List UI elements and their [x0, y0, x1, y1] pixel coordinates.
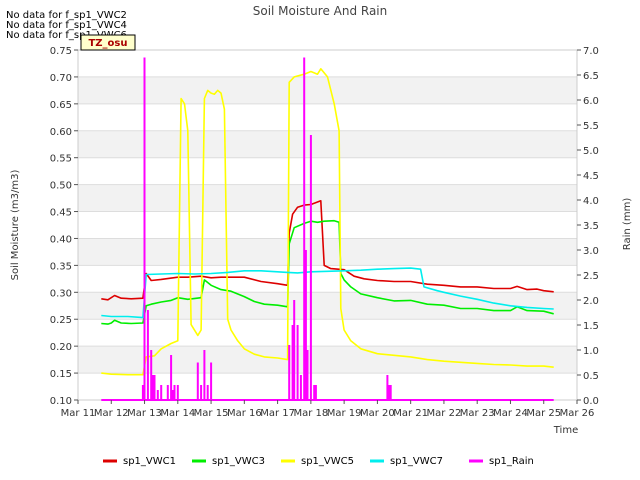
plot-band: [78, 184, 577, 212]
x-tick-label: Mar 16: [227, 408, 262, 419]
y2-tick-label: 4.5: [583, 171, 599, 182]
y2-tick-label: 6.0: [583, 96, 599, 107]
chart-title: Soil Moisture And Rain: [253, 4, 388, 18]
x-tick-label: Mar 14: [160, 408, 195, 419]
series-sp1-vwc5: [101, 68, 554, 376]
y-tick-label: 0.15: [50, 369, 72, 380]
legend-label-sp1-vwc1: sp1_VWC1: [123, 456, 176, 467]
legend-label-sp1-rain: sp1_Rain: [489, 456, 534, 467]
y-tick-label: 0.35: [50, 261, 72, 272]
series-sp1-rain: [141, 57, 392, 401]
legend: sp1_VWC1 sp1_VWC3 sp1_VWC5 sp1_VWC7 sp1_Rain: [103, 456, 534, 467]
x-tick-label: Mar 19: [327, 408, 362, 419]
site-badge-box: [80, 34, 136, 51]
series-sp1-vwc7: [101, 267, 554, 319]
x-tick-label: Mar 12: [94, 408, 129, 419]
y-tick-label: 0.25: [50, 315, 72, 326]
x-tick-label: Mar 11: [61, 408, 96, 419]
y-tick-label: 0.60: [50, 127, 72, 138]
legend-label-sp1-vwc5: sp1_VWC5: [301, 456, 354, 467]
no-data-note: No data for f_sp1_VWC6: [6, 30, 127, 41]
y-axis-ticks: 0.10 0.15 0.20 0.25 0.30 0.35 0.40 0.45 0.50 0.55…: [50, 46, 78, 407]
y-tick-label: 0.65: [50, 100, 72, 111]
x-tick-label: Mar 22: [427, 408, 462, 419]
y-tick-label: 0.45: [50, 208, 72, 219]
y-tick-label: 0.70: [50, 73, 72, 84]
y-tick-label: 0.20: [50, 342, 72, 353]
x-tick-label: Mar 21: [393, 408, 428, 419]
plot-bands: [78, 76, 577, 374]
x-tick-label: Mar 13: [127, 408, 162, 419]
y2-tick-label: 3.5: [583, 221, 599, 232]
site-badge: TZ_osu: [80, 34, 136, 51]
y2-tick-label: 3.0: [583, 246, 599, 257]
no-data-note: No data for f_sp1_VWC2: [6, 10, 127, 21]
y-tick-label: 0.30: [50, 288, 72, 299]
y2-tick-label: 1.5: [583, 321, 599, 332]
y-tick-label: 0.55: [50, 154, 72, 165]
y2-axis-ticks: 0.0 0.5 1.0 1.5 2.0 2.5 3.0 3.5 4.0 4.5 5.0 5.5 6.0 6…: [577, 46, 599, 407]
y2-tick-label: 2.0: [583, 296, 599, 307]
plot-area: [101, 57, 554, 401]
y2-tick-label: 7.0: [583, 46, 599, 57]
y2-axis-label: Rain (mm): [622, 198, 633, 251]
x-tick-label: Mar 18: [293, 408, 328, 419]
x-tick-label: Mar 24: [493, 408, 528, 419]
site-badge-label: TZ_osu: [88, 38, 127, 49]
x-tick-label: Mar 26: [560, 408, 595, 419]
y-tick-label: 0.50: [50, 181, 72, 192]
plot-band: [78, 292, 577, 320]
x-tick-label: Mar 23: [460, 408, 495, 419]
y-axis-label: Soil Moisture (m3/m3): [10, 170, 21, 281]
x-tick-label: Mar 15: [194, 408, 229, 419]
x-tick-label: Mar 25: [526, 408, 561, 419]
y-tick-label: 0.10: [50, 396, 72, 407]
y2-tick-label: 1.0: [583, 346, 599, 357]
series-sp1-vwc3: [101, 219, 554, 325]
plot-band: [78, 76, 577, 104]
legend-label-sp1-vwc3: sp1_VWC3: [212, 456, 265, 467]
x-axis-label: Time: [553, 425, 578, 436]
y2-tick-label: 0.0: [583, 396, 599, 407]
y2-tick-label: 0.5: [583, 371, 599, 382]
y2-tick-label: 5.5: [583, 121, 599, 132]
y2-tick-label: 5.0: [583, 146, 599, 157]
plot-band: [78, 346, 577, 374]
no-data-notes: No data for f_sp1_VWC2 No data for f_sp1…: [6, 10, 127, 41]
y2-tick-label: 4.0: [583, 196, 599, 207]
y2-tick-label: 6.5: [583, 71, 599, 82]
plot-band: [78, 130, 577, 158]
no-data-note: No data for f_sp1_VWC4: [6, 20, 127, 31]
x-tick-label: Mar 17: [260, 408, 295, 419]
plot-band: [78, 238, 577, 266]
y2-tick-label: 2.5: [583, 271, 599, 282]
y-tick-label: 0.40: [50, 234, 72, 245]
y-tick-label: 0.75: [50, 46, 72, 57]
legend-label-sp1-vwc7: sp1_VWC7: [390, 456, 443, 467]
x-tick-label: Mar 20: [360, 408, 395, 419]
